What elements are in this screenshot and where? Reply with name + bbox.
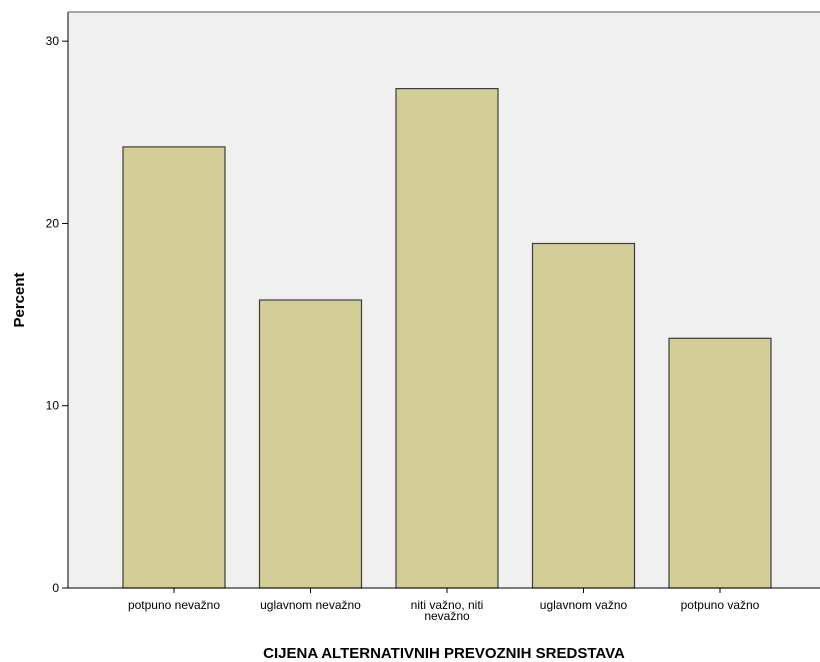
y-ticks-group: 0 10 20 30 (46, 34, 68, 595)
x-tick-label-1: uglavnom nevažno (260, 598, 361, 612)
x-tick-label-0: potpuno nevažno (128, 598, 220, 612)
bars-group (122, 87, 772, 589)
bar-1 (258, 299, 363, 589)
bar-2 (395, 87, 499, 589)
x-tick-label-2-line-1: nevažno (424, 609, 470, 623)
y-tick-label-1: 10 (46, 399, 60, 413)
x-tick-label-3: uglavnom važno (540, 598, 628, 612)
x-tick-label-2-line-0: niti važno, niti (411, 598, 484, 612)
y-tick-label-2: 20 (46, 216, 60, 230)
bar-0 (122, 146, 226, 589)
y-tick-label-0: 0 (52, 581, 59, 595)
bar-3 (531, 242, 636, 589)
x-ticks-group: potpuno nevažno uglavnom nevažno niti važn… (128, 588, 760, 623)
x-tick-label-4: potpuno važno (681, 598, 760, 612)
x-axis-title: CIJENA ALTERNATIVNIH PREVOZNIH SREDSTAVA (263, 645, 625, 662)
y-tick-label-3: 30 (46, 34, 60, 48)
y-axis-title: Percent (11, 272, 28, 327)
bar-4 (668, 337, 772, 589)
